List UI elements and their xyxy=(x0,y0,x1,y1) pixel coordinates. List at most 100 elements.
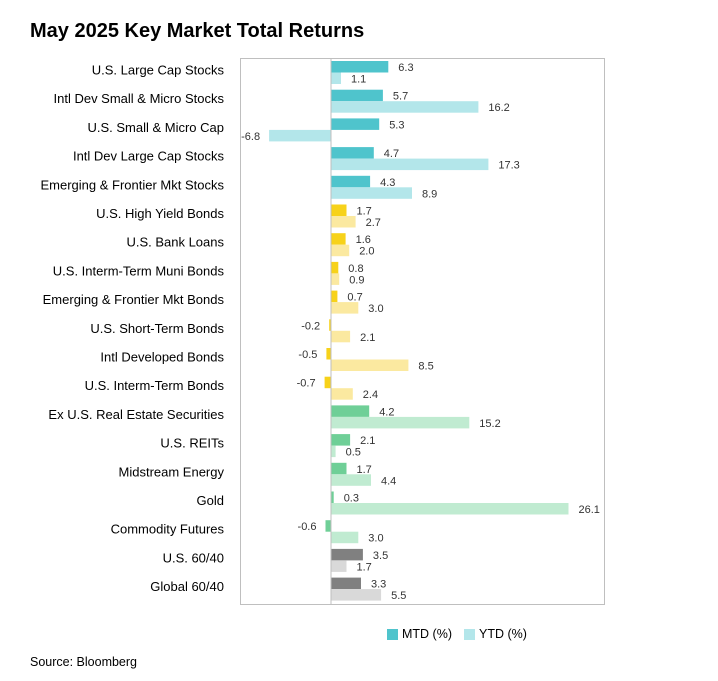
data-label-ytd-u-s-interm-term-muni-bonds: 0.9 xyxy=(349,274,364,286)
data-label-mtd-commodity-futures: -0.6 xyxy=(298,521,317,533)
data-label-ytd-intl-dev-large-cap-stocks: 17.3 xyxy=(498,160,519,172)
category-label-u-s-large-cap-stocks: U.S. Large Cap Stocks xyxy=(92,63,225,78)
bar-ytd-emerging-frontier-mkt-bonds xyxy=(331,302,359,314)
data-label-ytd-emerging-frontier-mkt-bonds: 3.0 xyxy=(368,303,383,315)
legend-label-ytd: YTD (%) xyxy=(479,627,527,641)
bar-ytd-commodity-futures xyxy=(331,531,359,544)
bar-mtd-intl-dev-large-cap-stocks xyxy=(331,147,374,159)
bar-ytd-u-s-small-micro-cap xyxy=(269,129,331,142)
legend-swatch-ytd xyxy=(464,628,475,640)
category-label-commodity-futures: Commodity Futures xyxy=(111,522,225,537)
bar-ytd-u-s-60-40 xyxy=(331,560,347,572)
bar-mtd-emerging-frontier-mkt-stocks xyxy=(331,175,371,188)
bar-ytd-intl-developed-bonds xyxy=(331,359,409,371)
bar-mtd-u-s-small-micro-cap xyxy=(331,118,380,130)
bar-ytd-global-60-40 xyxy=(331,589,382,601)
category-label-u-s-bank-loans: U.S. Bank Loans xyxy=(126,235,224,250)
category-label-u-s-short-term-bonds: U.S. Short-Term Bonds xyxy=(90,321,224,336)
bar-ytd-u-s-high-yield-bonds xyxy=(331,216,356,228)
chart-title: May 2025 Key Market Total Returns xyxy=(30,20,365,42)
bar-ytd-intl-dev-small-micro-stocks xyxy=(331,101,479,113)
bar-mtd-ex-u-s-real-estate-securities xyxy=(331,405,370,417)
category-label-u-s-reits: U.S. REITs xyxy=(160,436,224,451)
category-label-u-s-interm-term-muni-bonds: U.S. Interm-Term Muni Bonds xyxy=(53,263,225,278)
category-label-emerging-frontier-mkt-bonds: Emerging & Frontier Mkt Bonds xyxy=(43,292,225,307)
data-label-mtd-u-s-high-yield-bonds: 1.7 xyxy=(357,206,372,218)
bar-mtd-u-s-interm-term-muni-bonds xyxy=(331,261,339,274)
data-label-ytd-intl-developed-bonds: 8.5 xyxy=(418,361,433,373)
data-label-mtd-u-s-interm-term-bonds: -0.7 xyxy=(297,378,316,390)
legend-label-mtd: MTD (%) xyxy=(402,627,452,641)
category-labels: U.S. Large Cap Stocks Intl Dev Small & Mi… xyxy=(41,63,225,595)
legend-item-ytd: YTD (%) xyxy=(464,627,527,641)
bar-mtd-midstream-energy xyxy=(331,462,347,475)
data-label-mtd-emerging-frontier-mkt-stocks: 4.3 xyxy=(380,177,395,189)
data-label-ytd-emerging-frontier-mkt-stocks: 8.9 xyxy=(422,188,437,200)
data-label-mtd-ex-u-s-real-estate-securities: 4.2 xyxy=(379,406,394,418)
data-label-mtd-global-60-40: 3.3 xyxy=(371,579,386,591)
data-label-ytd-intl-dev-small-micro-stocks: 16.2 xyxy=(488,102,509,114)
bar-mtd-gold xyxy=(331,491,334,503)
bar-mtd-intl-developed-bonds xyxy=(326,348,331,360)
bar-ytd-u-s-reits xyxy=(331,445,336,458)
bar-mtd-global-60-40 xyxy=(331,577,361,590)
legend: MTD (%) YTD (%) xyxy=(387,627,539,641)
bar-mtd-commodity-futures xyxy=(325,520,331,532)
data-label-ytd-midstream-energy: 4.4 xyxy=(381,475,396,487)
data-label-ytd-u-s-bank-loans: 2.0 xyxy=(359,246,374,258)
bar-mtd-u-s-60-40 xyxy=(331,548,363,561)
bar-mtd-u-s-short-term-bonds xyxy=(329,319,331,331)
bar-mtd-u-s-high-yield-bonds xyxy=(331,204,347,216)
bar-ytd-u-s-bank-loans xyxy=(331,244,350,257)
data-label-ytd-ex-u-s-real-estate-securities: 15.2 xyxy=(479,418,500,430)
category-label-intl-dev-large-cap-stocks: Intl Dev Large Cap Stocks xyxy=(73,149,225,164)
data-label-mtd-u-s-reits: 2.1 xyxy=(360,435,375,447)
category-label-u-s-small-micro-cap: U.S. Small & Micro Cap xyxy=(87,120,224,135)
data-label-mtd-emerging-frontier-mkt-bonds: 0.7 xyxy=(347,292,362,304)
data-label-ytd-u-s-high-yield-bonds: 2.7 xyxy=(366,217,381,229)
data-label-mtd-u-s-60-40: 3.5 xyxy=(373,550,388,562)
bars-layer xyxy=(269,61,569,601)
bar-ytd-u-s-interm-term-muni-bonds xyxy=(331,273,340,285)
data-label-ytd-commodity-futures: 3.0 xyxy=(368,533,383,545)
category-label-gold: Gold xyxy=(197,493,224,508)
data-label-mtd-midstream-energy: 1.7 xyxy=(357,464,372,476)
bar-ytd-intl-dev-large-cap-stocks xyxy=(331,158,489,171)
bar-ytd-gold xyxy=(331,503,569,515)
data-label-ytd-global-60-40: 5.5 xyxy=(391,590,406,602)
data-label-ytd-u-s-interm-term-bonds: 2.4 xyxy=(363,389,378,401)
data-label-ytd-u-s-short-term-bonds: 2.1 xyxy=(360,332,375,344)
data-label-mtd-u-s-interm-term-muni-bonds: 0.8 xyxy=(348,263,363,275)
data-label-ytd-u-s-small-micro-cap: -6.8 xyxy=(241,131,260,143)
data-label-mtd-u-s-short-term-bonds: -0.2 xyxy=(301,320,320,332)
category-label-intl-developed-bonds: Intl Developed Bonds xyxy=(100,350,224,365)
data-label-mtd-u-s-bank-loans: 1.6 xyxy=(356,234,371,246)
bar-mtd-u-s-large-cap-stocks xyxy=(331,61,389,73)
data-label-ytd-u-s-reits: 0.5 xyxy=(346,447,361,459)
data-label-ytd-u-s-60-40: 1.7 xyxy=(357,561,372,573)
bar-ytd-u-s-interm-term-bonds xyxy=(331,388,353,400)
bar-mtd-intl-dev-small-micro-stocks xyxy=(331,89,383,102)
data-label-ytd-gold: 26.1 xyxy=(579,504,600,516)
category-label-ex-u-s-real-estate-securities: Ex U.S. Real Estate Securities xyxy=(48,407,224,422)
data-label-mtd-intl-dev-large-cap-stocks: 4.7 xyxy=(384,148,399,160)
labels-layer: 6.31.15.716.25.3-6.84.717.34.38.91.72.71… xyxy=(241,62,600,602)
category-label-intl-dev-small-micro-stocks: Intl Dev Small & Micro Stocks xyxy=(54,91,225,106)
data-label-mtd-intl-developed-bonds: -0.5 xyxy=(298,349,317,361)
bar-ytd-midstream-energy xyxy=(331,474,371,486)
legend-item-mtd: MTD (%) xyxy=(387,627,452,641)
bar-ytd-emerging-frontier-mkt-stocks xyxy=(331,187,412,199)
bar-mtd-u-s-interm-term-bonds xyxy=(324,376,331,389)
data-label-mtd-u-s-large-cap-stocks: 6.3 xyxy=(398,62,413,74)
category-label-global-60-40: Global 60/40 xyxy=(150,579,224,594)
data-label-ytd-u-s-large-cap-stocks: 1.1 xyxy=(351,74,366,86)
bar-mtd-emerging-frontier-mkt-bonds xyxy=(331,290,338,303)
source-note: Source: Bloomberg xyxy=(30,655,138,669)
bar-ytd-u-s-short-term-bonds xyxy=(331,330,351,343)
category-label-u-s-high-yield-bonds: U.S. High Yield Bonds xyxy=(96,206,224,221)
data-label-mtd-gold: 0.3 xyxy=(344,493,359,505)
data-label-mtd-u-s-small-micro-cap: 5.3 xyxy=(389,119,404,131)
data-label-mtd-intl-dev-small-micro-stocks: 5.7 xyxy=(393,91,408,103)
category-label-u-s-interm-term-bonds: U.S. Interm-Term Bonds xyxy=(85,378,225,393)
legend-swatch-mtd xyxy=(387,628,398,640)
